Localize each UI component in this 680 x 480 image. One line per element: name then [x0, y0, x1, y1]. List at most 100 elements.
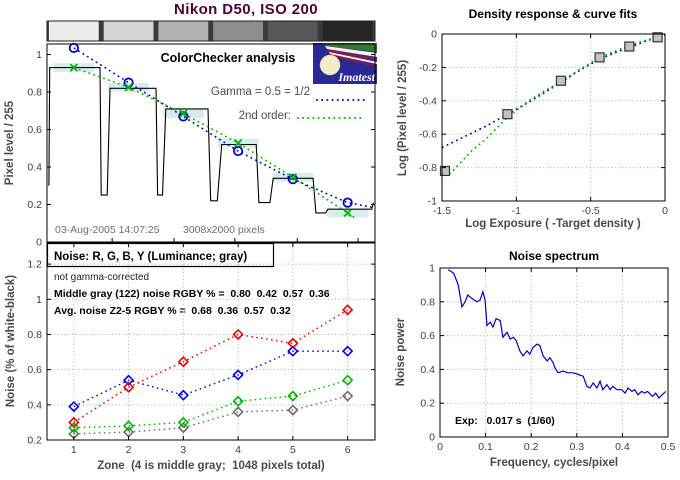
y-tick-label: 1 [36, 294, 42, 306]
y-tick-label: 0.8 [27, 87, 42, 99]
y-tick-label: 0.6 [420, 330, 435, 342]
data-point-x [179, 109, 188, 118]
data-point-circle [342, 197, 353, 208]
data-point-diamond [287, 390, 299, 402]
page-title: Nikon D50, ISO 200 [174, 1, 318, 18]
axes-box [46, 43, 376, 243]
data-point-diamond [341, 345, 354, 357]
data-point-square [652, 32, 663, 43]
y-tick-label: -0.6 [419, 129, 437, 141]
noise-zone-chart: 1 2 3 4 5 6 0.2 0.4 0.6 0.8 1 1.2 [27, 242, 376, 456]
data-point-square [502, 109, 513, 120]
data-point-x [288, 173, 297, 182]
x-tick-label: 0 [437, 441, 443, 453]
noise-spectrum-chart: 0 0.1 0.2 0.3 0.4 0.5 0 0.2 0.4 0.6 0.8 1 [420, 263, 675, 454]
logo-red-stripe-2 [330, 54, 377, 67]
data-point-diamond [232, 328, 244, 341]
data-point-diamond [68, 422, 80, 434]
grayscale-zone-4 [213, 21, 264, 41]
density-x-axis-label: Log Exposure ( -Target density ) [465, 218, 641, 230]
y-tick-label: 0.6 [27, 124, 42, 136]
spectrum-title: Noise spectrum [509, 249, 599, 263]
exposure-annotation: Exp: 0.017 s (1/60) [455, 415, 555, 427]
noise-series-B-line [73, 350, 348, 408]
noise-series-G-line [73, 379, 348, 429]
y-tick-label: 0 [36, 237, 42, 249]
x-tick-label: 0.3 [569, 441, 584, 453]
data-point-circle [233, 145, 244, 157]
gamma-fit-line [441, 34, 666, 149]
data-point-diamond [122, 374, 135, 386]
noise-series-Y-line [73, 395, 348, 435]
grayscale-zone-5 [267, 21, 318, 41]
grayscale-strip-border [46, 20, 376, 42]
data-point-diamond [177, 422, 189, 434]
data-point-diamond [122, 426, 135, 438]
y-tick-label: 0.6 [27, 364, 42, 376]
x-tick-label: 2 [126, 444, 132, 456]
data-point-diamond [68, 416, 80, 429]
x-tick-label: -1.5 [433, 205, 451, 217]
grayscale-zone-2 [103, 21, 154, 41]
y-tick-label: 0.2 [27, 435, 42, 447]
y-tick-label: 0.4 [420, 364, 435, 376]
noise-avg-values: Avg. noise Z2-5 RGBY % = 0.68 0.36 0.57 … [54, 305, 291, 317]
y-tick-label: 0.2 [27, 199, 42, 211]
axes-box [46, 242, 376, 441]
noise-middle-gray-values: Middle gray (122) noise RGBY % = 0.80 0.… [54, 288, 330, 300]
density-y-axis-label: Log (Pixel level / 255) [397, 60, 409, 176]
data-point-diamond [177, 416, 189, 429]
data-point-square [594, 52, 605, 63]
gamma-legend-label: Gamma = 0.5 = 1/2 [211, 86, 310, 98]
second-order-legend-label: 2nd order: [239, 110, 291, 122]
y-tick-label: -1 [428, 196, 437, 208]
x-tick-label: -0.5 [582, 205, 600, 217]
data-point-x [233, 138, 243, 148]
spectrum-y-axis-label: Noise power [395, 317, 407, 386]
data-point-diamond [341, 304, 354, 316]
capture-date: 03-Aug-2005 14:07:25 [55, 224, 160, 236]
grayscale-zone-6 [322, 21, 373, 41]
y-tick-label: 1 [36, 49, 42, 61]
data-point-diamond [177, 356, 189, 368]
grayscale-zone-3 [158, 21, 209, 41]
x-tick-label: -1 [512, 205, 521, 217]
data-point-diamond [287, 337, 299, 349]
data-point-square [555, 75, 567, 86]
data-point-square [439, 165, 451, 177]
y-tick-label: 0 [431, 29, 437, 41]
data-point-diamond [341, 374, 354, 386]
x-tick-label: 0 [662, 205, 668, 217]
density-chart: -1.5 -1 -0.5 00-0.2-0.4-0.6-0.8-1 [419, 29, 668, 218]
y-tick-label: 0.4 [27, 162, 42, 174]
y-tick-label: 1 [429, 263, 435, 275]
logo-wordmark: Imatest [337, 70, 375, 84]
data-point-diamond [122, 420, 135, 432]
logo-moon-icon [319, 54, 341, 76]
y-tick-label: 0 [429, 432, 435, 444]
x-tick-label: 0.2 [524, 441, 539, 453]
logo-red-stripe [327, 49, 377, 61]
gamma-fit-line [73, 47, 373, 209]
x-tick-label: 6 [345, 444, 351, 456]
x-tick-label: 3 [180, 444, 186, 456]
logo-green-stripe [321, 43, 377, 52]
axes-box [439, 267, 669, 438]
data-point-x [343, 208, 352, 218]
image-resolution: 3008x2000 pixels [183, 224, 265, 236]
data-point-x [69, 63, 78, 72]
noise-power-curve [447, 269, 667, 400]
spectrum-x-axis-label: Frequency, cycles/pixel [490, 457, 618, 469]
noise-note: not gamma-corrected [54, 272, 149, 283]
tl-y-axis-label: Pixel level / 255 [4, 100, 16, 185]
noise-annotation-title: Noise: R, G, B, Y (Luminance; gray) [54, 251, 247, 263]
x-tick-label: 0.4 [615, 441, 630, 453]
data-point-circle [178, 111, 189, 122]
pixel-profile-curve [48, 67, 374, 214]
noise-x-axis-label: Zone (4 is middle gray; 1048 pixels tota… [97, 460, 325, 472]
data-point-diamond [68, 400, 80, 413]
logo-white-stripe [325, 46, 377, 57]
logo-white-stripe-2 [329, 52, 377, 64]
y-tick-label: 0.8 [420, 296, 435, 308]
density-title: Density response & curve fits [469, 7, 638, 21]
